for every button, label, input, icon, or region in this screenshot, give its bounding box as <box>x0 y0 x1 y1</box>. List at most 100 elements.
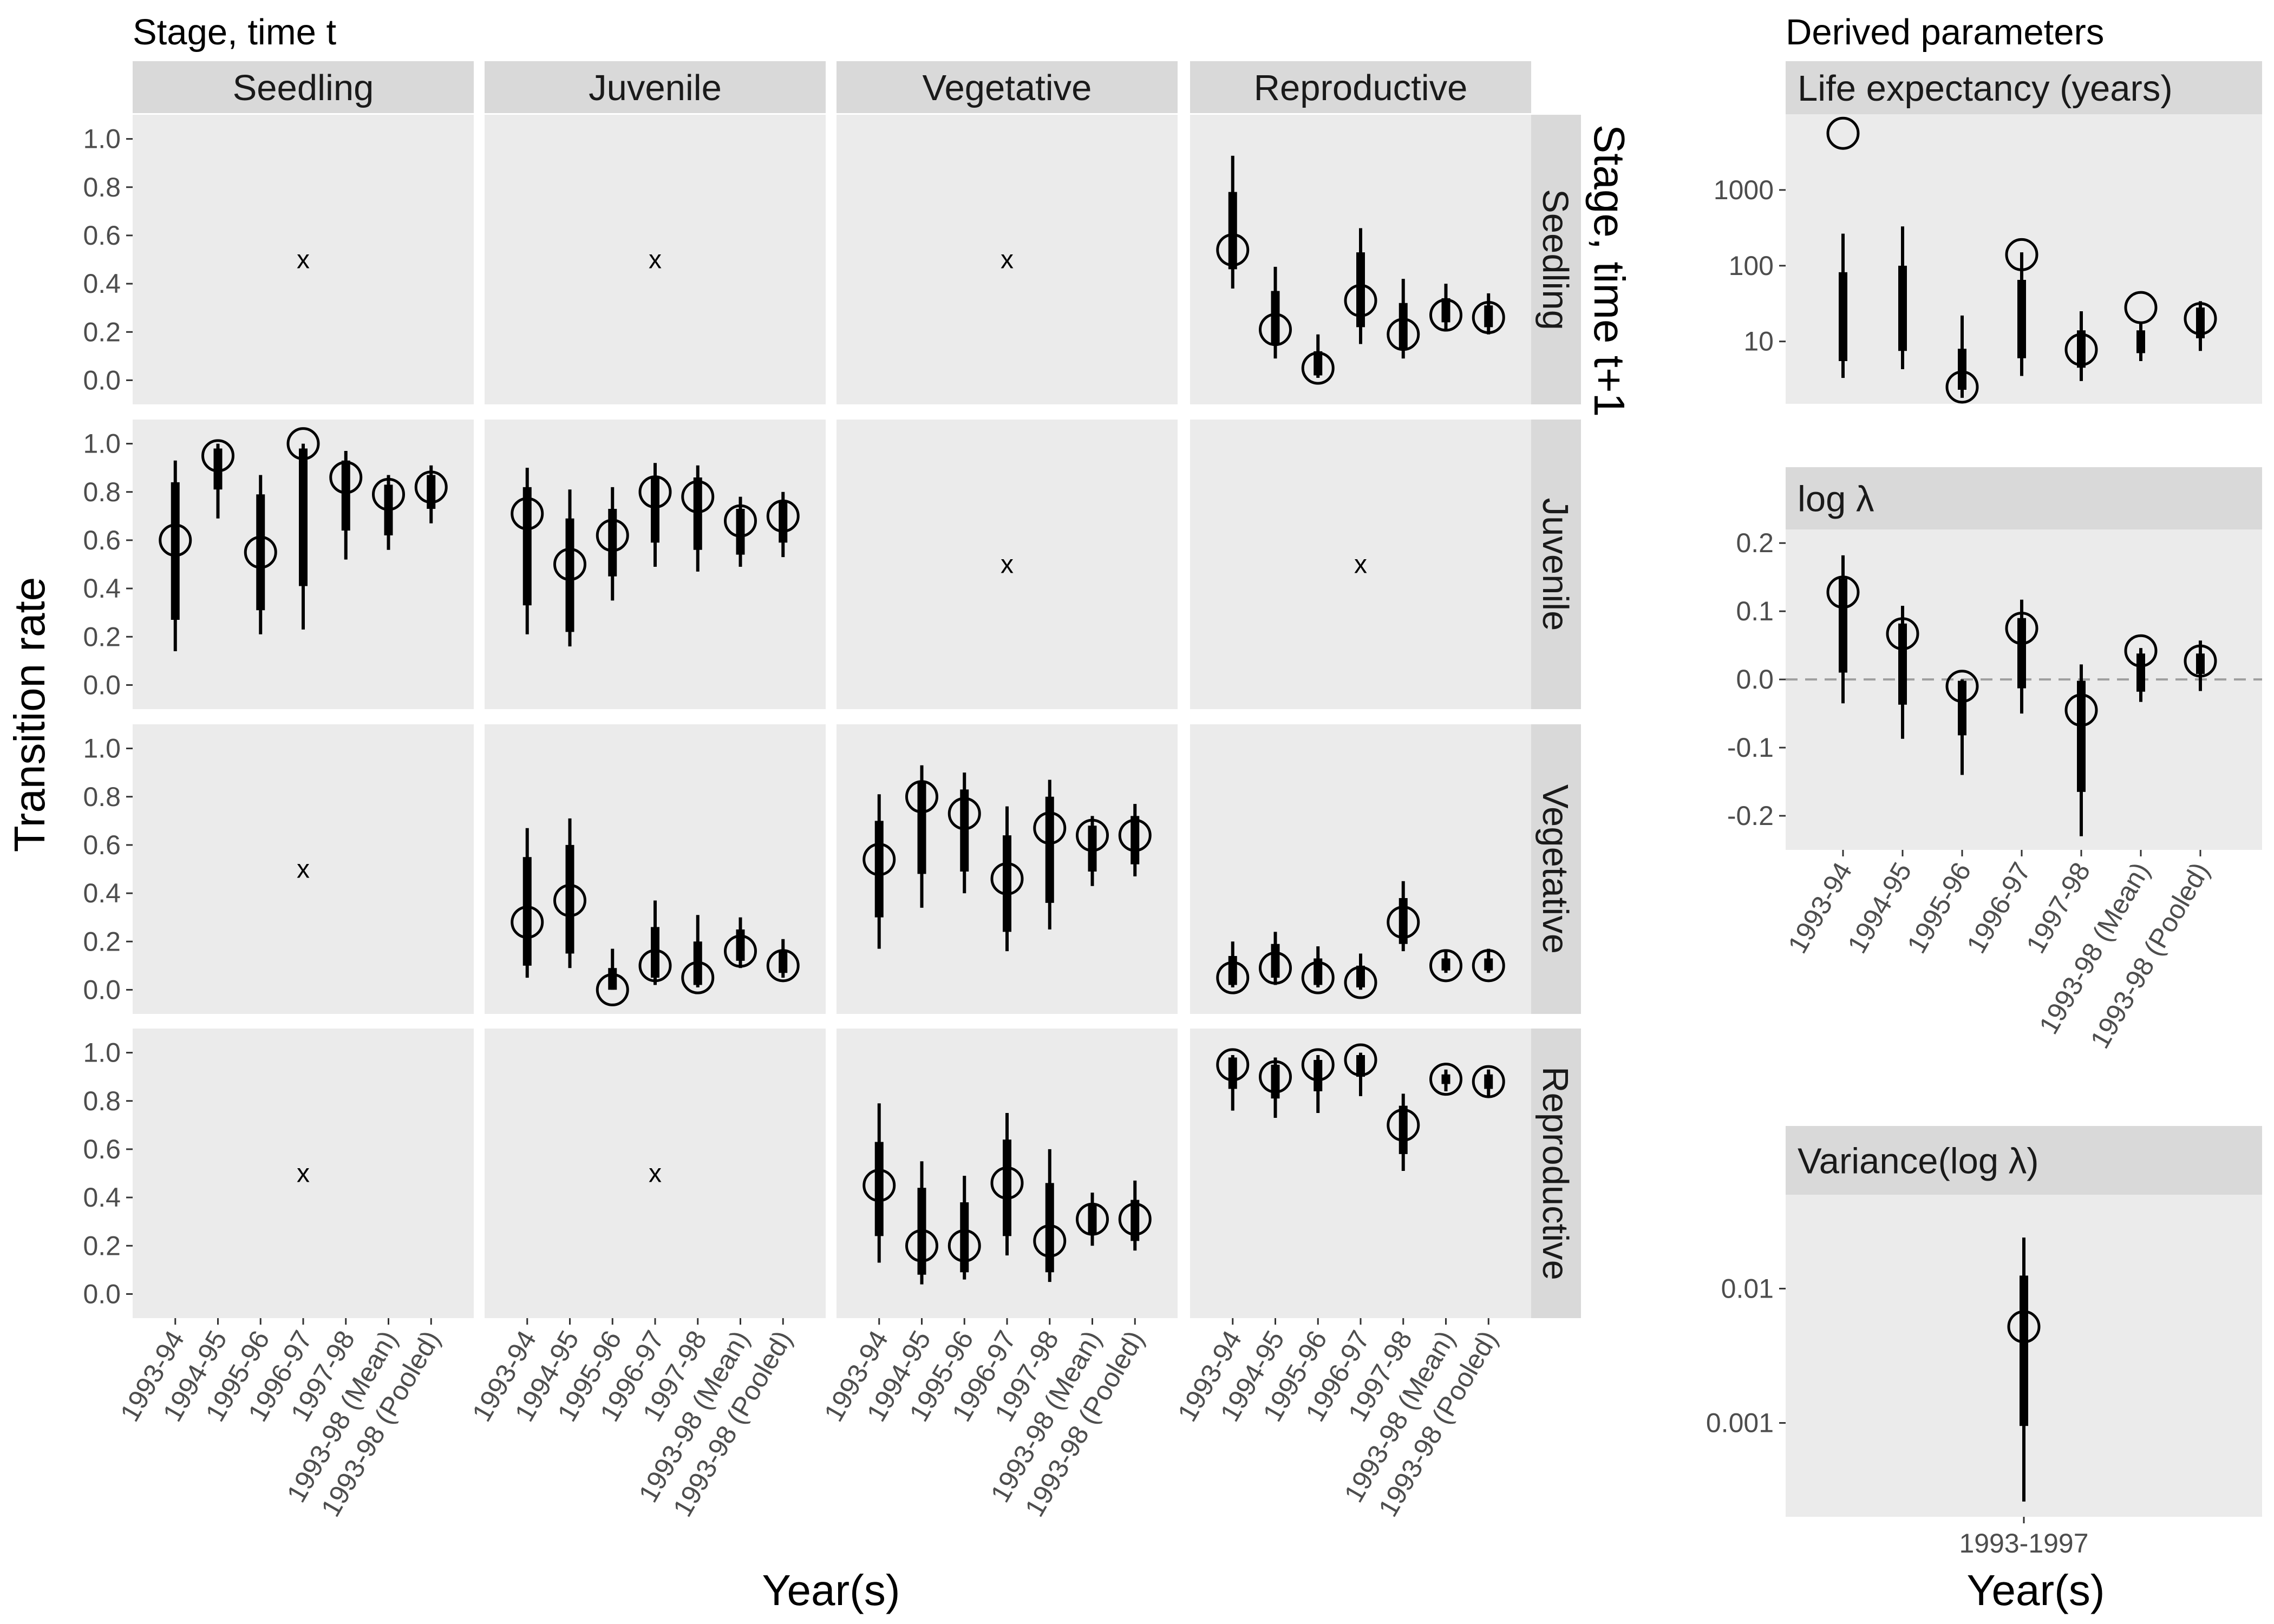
estimate-point-log-1993-98-mean <box>2124 634 2158 667</box>
panel-juvenile-vegetative <box>837 420 1178 709</box>
estimate-point-reproductive-vegetative-1993-98-pooled <box>1118 1202 1152 1236</box>
missing-transition-marker: x <box>297 1160 310 1188</box>
plot-layer: Seedling Juvenile Vegetative Reproductive Se… <box>83 61 2262 1558</box>
estimate-point-juvenile-seedling-1993-98-pooled <box>414 470 448 504</box>
estimate-point-seedling-reproductive-1993-94 <box>1216 233 1250 267</box>
y-tick-label: 0.2 <box>83 317 121 347</box>
estimate-point-vegetative-juvenile-1994-95 <box>553 883 586 917</box>
estimate-point-log-1996-97 <box>2005 612 2038 645</box>
column-strip-label-seedling: Seedling <box>233 68 374 108</box>
y-tick-label-log: -0.1 <box>1727 732 1774 763</box>
y-tick-label: 0.6 <box>83 830 121 860</box>
strip-life-expectancy-years <box>1786 61 2262 114</box>
y-tick-label: 0.8 <box>83 477 121 507</box>
estimate-point-reproductive-vegetative-1997-98 <box>1033 1224 1067 1258</box>
estimate-point-vegetative-reproductive-1993-98-mean <box>1429 949 1462 983</box>
row-strip-label-juvenile: Juvenile <box>1535 498 1576 631</box>
panel-reproductive-seedling <box>133 1029 474 1318</box>
estimate-point-life-expectancy-years-1997-98 <box>2064 333 2098 366</box>
strip-log <box>1786 467 2262 529</box>
panel-seedling-juvenile <box>485 115 826 404</box>
y-tick-label: 0.6 <box>83 525 121 555</box>
y-tick-label: 0.8 <box>83 1086 121 1116</box>
estimate-point-reproductive-reproductive-1995-96 <box>1301 1048 1335 1082</box>
panel-log <box>1786 529 2262 850</box>
y-tick-label: 0.2 <box>83 926 121 957</box>
estimate-point-juvenile-juvenile-1995-96 <box>596 519 629 552</box>
estimate-point-reproductive-vegetative-1993-94 <box>862 1169 896 1202</box>
column-strip-label-juvenile: Juvenile <box>589 68 722 108</box>
estimate-point-juvenile-seedling-1996-97 <box>286 427 320 461</box>
left-figure-title: Stage, time t <box>133 12 337 53</box>
estimate-point-vegetative-vegetative-1996-97 <box>990 862 1024 895</box>
estimate-point-juvenile-juvenile-1993-94 <box>511 497 544 531</box>
estimate-point-reproductive-reproductive-1993-98-mean <box>1429 1063 1462 1096</box>
y-tick-label: 0.2 <box>83 621 121 652</box>
estimate-point-juvenile-seedling-1995-96 <box>244 535 277 569</box>
row-strip-reproductive <box>1531 1029 1581 1318</box>
row-strip-juvenile <box>1531 420 1581 709</box>
estimate-point-life-expectancy-years-1995-96 <box>1945 370 1979 404</box>
y-tick-label-life-expectancy-years: 100 <box>1729 251 1774 281</box>
strip-variance-log <box>1786 1126 2262 1195</box>
y-tick-label: 0.4 <box>83 269 121 299</box>
estimate-point-vegetative-reproductive-1993-98-pooled <box>1472 949 1505 983</box>
estimate-point-juvenile-seedling-1993-98-mean <box>372 477 405 511</box>
y-tick-label: 0.0 <box>83 974 121 1005</box>
y-tick-label: 1.0 <box>83 1038 121 1068</box>
estimate-point-vegetative-reproductive-1994-95 <box>1259 951 1292 985</box>
estimate-point-seedling-reproductive-1993-98-pooled <box>1472 301 1505 334</box>
y-tick-label: 1.0 <box>83 124 121 154</box>
estimate-point-reproductive-vegetative-1993-98-mean <box>1076 1202 1109 1236</box>
estimate-point-life-expectancy-years-1993-94 <box>1826 116 1860 150</box>
missing-transition-marker: x <box>297 246 310 274</box>
estimate-point-vegetative-juvenile-1993-98-pooled <box>766 949 800 983</box>
x-tick-label-variance: 1993-1997 <box>1959 1528 2088 1558</box>
estimate-point-vegetative-juvenile-1993-94 <box>511 906 544 939</box>
estimate-point-juvenile-juvenile-1993-98-pooled <box>766 499 800 533</box>
y-tick-label: 0.6 <box>83 220 121 251</box>
estimate-point-life-expectancy-years-1993-98-pooled <box>2184 302 2217 336</box>
x-axis-title-left: Year(s) <box>762 1566 900 1614</box>
estimate-point-juvenile-seedling-1997-98 <box>329 461 363 494</box>
y-tick-label-log: 0.1 <box>1736 596 1774 626</box>
panel-vegetative-seedling <box>133 724 474 1014</box>
estimate-point-seedling-reproductive-1996-97 <box>1344 284 1377 317</box>
estimate-point-vegetative-reproductive-1993-94 <box>1216 961 1250 994</box>
missing-transition-marker: x <box>1001 551 1014 579</box>
y-tick-label-life-expectancy-years: 10 <box>1743 326 1774 357</box>
estimate-point-reproductive-reproductive-1997-98 <box>1387 1108 1420 1142</box>
y-tick-label: 0.6 <box>83 1134 121 1164</box>
y-tick-label-life-expectancy-years: 1000 <box>1714 175 1774 205</box>
estimate-point-vegetative-juvenile-1996-97 <box>638 949 672 983</box>
estimate-point-log-1997-98 <box>2064 693 2098 727</box>
estimate-point-life-expectancy-years-1996-97 <box>2005 238 2038 271</box>
estimate-point-log-1993-94 <box>1826 575 1860 609</box>
missing-transition-marker: x <box>649 1160 662 1188</box>
column-strip-reproductive <box>1190 61 1531 113</box>
estimate-point-variance-log-1993-1997 <box>2007 1310 2041 1344</box>
y-tick-label: 0.0 <box>83 365 121 395</box>
y-tick-label: 1.0 <box>83 429 121 459</box>
row-axis-title: Stage, time t+1 <box>1585 125 1633 417</box>
estimate-point-log-1993-98-pooled <box>2184 644 2217 678</box>
y-tick-label: 0.4 <box>83 1182 121 1213</box>
estimate-point-vegetative-juvenile-1993-98-mean <box>724 934 757 968</box>
estimate-point-juvenile-juvenile-1993-98-mean <box>724 504 757 538</box>
column-strip-label-vegetative: Vegetative <box>923 68 1092 108</box>
estimate-point-vegetative-reproductive-1997-98 <box>1387 906 1420 939</box>
y-tick-label-log: 0.2 <box>1736 528 1774 558</box>
panel-life-expectancy-years <box>1786 114 2262 404</box>
estimate-point-log-1995-96 <box>1945 670 1979 703</box>
estimate-point-life-expectancy-years-1993-98-mean <box>2124 291 2158 324</box>
panel-reproductive-juvenile <box>485 1029 826 1318</box>
y-tick-label-variance-log: 0.01 <box>1721 1273 1774 1304</box>
estimate-point-juvenile-juvenile-1994-95 <box>553 548 586 581</box>
row-strip-label-reproductive: Reproductive <box>1535 1066 1576 1280</box>
estimate-point-reproductive-reproductive-1993-94 <box>1216 1048 1250 1082</box>
missing-transition-marker: x <box>297 855 310 884</box>
estimate-point-vegetative-reproductive-1995-96 <box>1301 961 1335 994</box>
estimate-point-vegetative-vegetative-1993-98-mean <box>1076 818 1109 852</box>
missing-transition-marker: x <box>649 246 662 274</box>
strip-label-variance-log: Variance(log λ) <box>1798 1141 2039 1182</box>
